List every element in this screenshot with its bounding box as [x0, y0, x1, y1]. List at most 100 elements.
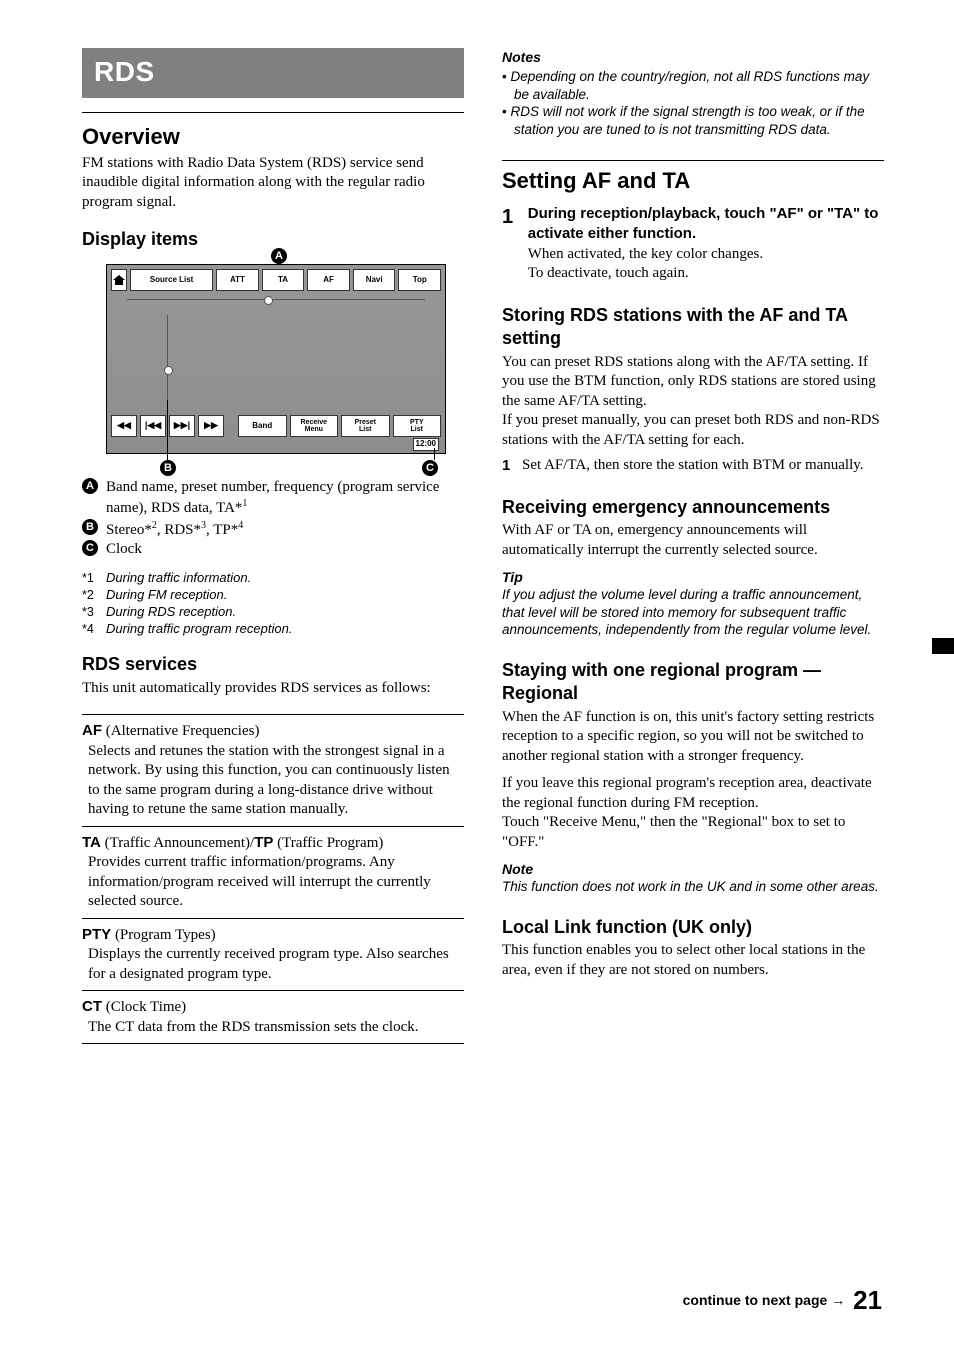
def-ct: CT (Clock Time) The CT data from the RDS…	[82, 997, 464, 1037]
legend-a: A Band name, preset number, frequency (p…	[82, 478, 464, 519]
display-mock: Source List ATT TA AF Navi Top ◀◀ |◀◀ ▶▶…	[106, 264, 446, 454]
display-top-row: Source List ATT TA AF Navi Top	[111, 269, 441, 291]
rule	[82, 714, 464, 715]
fn-txt: During RDS reception.	[106, 604, 236, 621]
ta-button: TA	[262, 269, 305, 291]
callout-line	[434, 448, 435, 460]
ff-button: ▶▶	[198, 415, 224, 437]
note-heading: Note	[502, 860, 884, 878]
def-ta: TA (Traffic Announcement)/TP (Traffic Pr…	[82, 833, 464, 912]
top-button: Top	[398, 269, 441, 291]
display-bottom-row: ◀◀ |◀◀ ▶▶| ▶▶ Band Receive Menu Preset L…	[111, 415, 441, 437]
rule	[502, 160, 884, 161]
regional-p2: If you leave this regional program's rec…	[502, 774, 884, 813]
def-af: AF (Alternative Frequencies) Selects and…	[82, 721, 464, 820]
af-button: AF	[307, 269, 350, 291]
vertical-slider	[167, 315, 168, 403]
section-banner: RDS	[82, 48, 464, 98]
fn-txt: During traffic program reception.	[106, 621, 292, 638]
t: Stereo*	[106, 522, 152, 538]
legend-a-icon: A	[82, 478, 98, 494]
footnote: *4 During traffic program reception.	[82, 621, 464, 638]
rule	[82, 826, 464, 827]
continue-footer: continue to next page → 21	[683, 1284, 882, 1318]
note-item: RDS will not work if the signal strength…	[502, 103, 884, 138]
overview-heading: Overview	[82, 123, 464, 152]
page-number: 21	[853, 1285, 882, 1315]
callout-c-icon: C	[422, 460, 438, 476]
preset-list-button: Preset List	[341, 415, 390, 437]
storing-heading: Storing RDS stations with the AF and TA …	[502, 304, 884, 351]
def-body: Displays the currently received program …	[82, 945, 464, 984]
legend-a-body: Band name, preset number, frequency (pro…	[106, 479, 439, 517]
note-text: This function does not work in the UK an…	[502, 878, 884, 896]
edge-tab	[932, 638, 954, 654]
regional-p1: When the AF function is on, this unit's …	[502, 708, 884, 767]
notes-list: Depending on the country/region, not all…	[502, 68, 884, 138]
fn-txt: During FM reception.	[106, 587, 227, 604]
step-1: 1 During reception/playback, touch "AF" …	[502, 204, 884, 284]
rds-services-text: This unit automatically provides RDS ser…	[82, 679, 464, 699]
tip-text: If you adjust the volume level during a …	[502, 586, 884, 639]
prev-button: |◀◀	[140, 415, 166, 437]
overview-text: FM stations with Radio Data System (RDS)…	[82, 154, 464, 213]
def-body: Provides current traffic information/pro…	[82, 853, 464, 912]
t: , TP*	[206, 522, 238, 538]
def-term: TP	[254, 834, 273, 851]
notes-heading: Notes	[502, 48, 884, 66]
regional-p3: Touch "Receive Menu," then the "Regional…	[502, 813, 884, 852]
step-body: During reception/playback, touch "AF" or…	[528, 204, 884, 284]
footnote: *1During traffic information.	[82, 570, 464, 587]
callout-line	[167, 400, 168, 460]
footnotes: *1During traffic information. *2 During F…	[82, 570, 464, 638]
rule	[82, 990, 464, 991]
footnote: *2 During FM reception.	[82, 587, 464, 604]
def-pty: PTY (Program Types) Displays the current…	[82, 925, 464, 985]
def-body: Selects and retunes the station with the…	[82, 742, 464, 820]
source-list-button: Source List	[130, 269, 213, 291]
legend-a-text: Band name, preset number, frequency (pro…	[106, 478, 464, 519]
def-term: PTY	[82, 926, 111, 943]
att-button: ATT	[216, 269, 259, 291]
step-number: 1	[502, 456, 522, 476]
rule	[82, 112, 464, 113]
rule	[82, 918, 464, 919]
fn-num: *1	[82, 570, 100, 587]
left-column: RDS Overview FM stations with Radio Data…	[82, 48, 464, 1048]
t: , RDS*	[157, 522, 201, 538]
legend-c-icon: C	[82, 540, 98, 556]
legend-b-text: Stereo*2, RDS*3, TP*4	[106, 519, 464, 541]
def-body: The CT data from the RDS transmission se…	[82, 1018, 464, 1038]
display-items-heading: Display items	[82, 228, 464, 251]
callout-a-icon: A	[271, 248, 287, 264]
storing-p1: You can preset RDS stations along with t…	[502, 353, 884, 412]
def-term: AF	[82, 722, 102, 739]
clock-display: 12:00	[413, 438, 439, 450]
local-link-text: This function enables you to select othe…	[502, 941, 884, 980]
horizontal-slider	[127, 299, 425, 300]
legend-b-icon: B	[82, 519, 98, 535]
home-icon	[113, 275, 125, 285]
fn-num: *4	[82, 621, 100, 638]
legend-c-text: Clock	[106, 540, 464, 560]
def-paren: (Traffic Announcement)/	[101, 835, 254, 851]
rewind-button: ◀◀	[111, 415, 137, 437]
local-link-heading: Local Link function (UK only)	[502, 916, 884, 939]
tip-heading: Tip	[502, 568, 884, 586]
navi-button: Navi	[353, 269, 396, 291]
def-paren: (Program Types)	[111, 927, 216, 943]
legend-c: C Clock	[82, 540, 464, 560]
storing-p2: If you preset manually, you can preset b…	[502, 411, 884, 450]
fn-num: *2	[82, 587, 100, 604]
display-diagram: A Source List ATT TA AF Navi Top ◀◀ |◀◀	[106, 264, 446, 454]
continue-text: continue to next page →	[683, 1292, 846, 1308]
footnote: *3 During RDS reception.	[82, 604, 464, 621]
fn-num: *3	[82, 604, 100, 621]
legend-b: B Stereo*2, RDS*3, TP*4	[82, 519, 464, 541]
legend: A Band name, preset number, frequency (p…	[82, 478, 464, 560]
receive-menu-button: Receive Menu	[290, 415, 339, 437]
page-columns: RDS Overview FM stations with Radio Data…	[82, 48, 884, 1048]
setting-af-ta-heading: Setting AF and TA	[502, 167, 884, 196]
step-number: 1	[502, 204, 524, 230]
def-paren: (Alternative Frequencies)	[102, 723, 259, 739]
